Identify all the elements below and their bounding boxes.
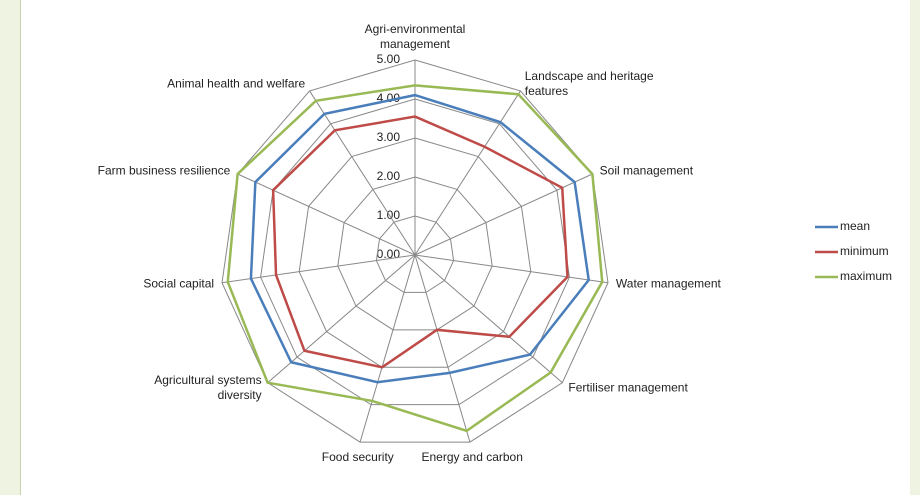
- legend-label: mean: [840, 219, 870, 233]
- y-tick-label: 3.00: [377, 130, 401, 144]
- spoke: [414, 90, 521, 256]
- y-tick-label: 5.00: [377, 52, 401, 66]
- chart-panel: [20, 0, 910, 495]
- category-label: Social capital: [143, 276, 215, 291]
- spoke: [359, 254, 416, 443]
- category-label: Fertiliser management: [568, 380, 688, 395]
- category-label: Animal health and welfare: [167, 76, 306, 91]
- grid-ring: [375, 215, 455, 293]
- category-label: Agri-environmental management: [364, 22, 466, 51]
- spoke: [309, 90, 416, 256]
- category-label: Landscape and heritage features: [524, 69, 654, 99]
- category-label: Food security: [321, 449, 394, 464]
- series-line: [226, 84, 604, 433]
- y-tick-label: 1.00: [377, 208, 401, 222]
- spoke: [414, 254, 563, 384]
- legend-label: minimum: [840, 244, 889, 258]
- category-label: Soil management: [599, 163, 694, 178]
- grid-ring: [337, 176, 493, 331]
- category-label: Energy and carbon: [421, 449, 523, 464]
- series-line: [271, 115, 569, 369]
- series-line: [249, 93, 591, 384]
- grid-ring: [298, 137, 532, 368]
- y-tick-label: 2.00: [377, 169, 401, 183]
- legend-label: maximum: [840, 269, 892, 283]
- spoke: [414, 254, 471, 443]
- spoke: [414, 254, 609, 284]
- spoke: [221, 254, 416, 284]
- category-label: Agricultural systems diversity: [154, 372, 262, 402]
- spoke: [237, 173, 416, 256]
- category-label: Water management: [615, 276, 721, 291]
- category-label: Farm business resilience: [97, 163, 231, 178]
